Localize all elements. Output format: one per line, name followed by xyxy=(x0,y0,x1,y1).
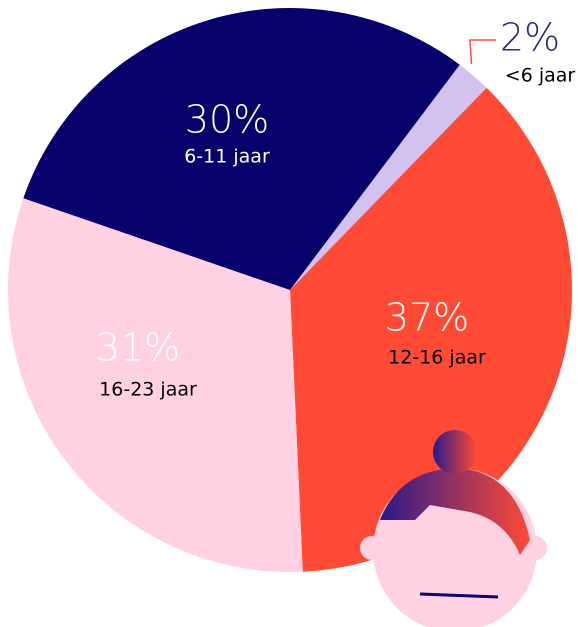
category-label: 6-11 jaar xyxy=(184,146,270,168)
callout-line xyxy=(470,40,496,64)
chart: 2% <6 jaar 37% 12-16 jaar 31% 16-23 jaar 30% 6-… xyxy=(0,0,578,627)
percent-label: 31% xyxy=(96,326,180,370)
percent-label: 30% xyxy=(185,98,269,142)
percent-label: 2% xyxy=(500,16,560,60)
percent-label: 37% xyxy=(385,296,469,340)
category-label: 12-16 jaar xyxy=(388,347,486,369)
category-label: 16-23 jaar xyxy=(99,379,197,401)
category-label: <6 jaar xyxy=(505,65,576,87)
